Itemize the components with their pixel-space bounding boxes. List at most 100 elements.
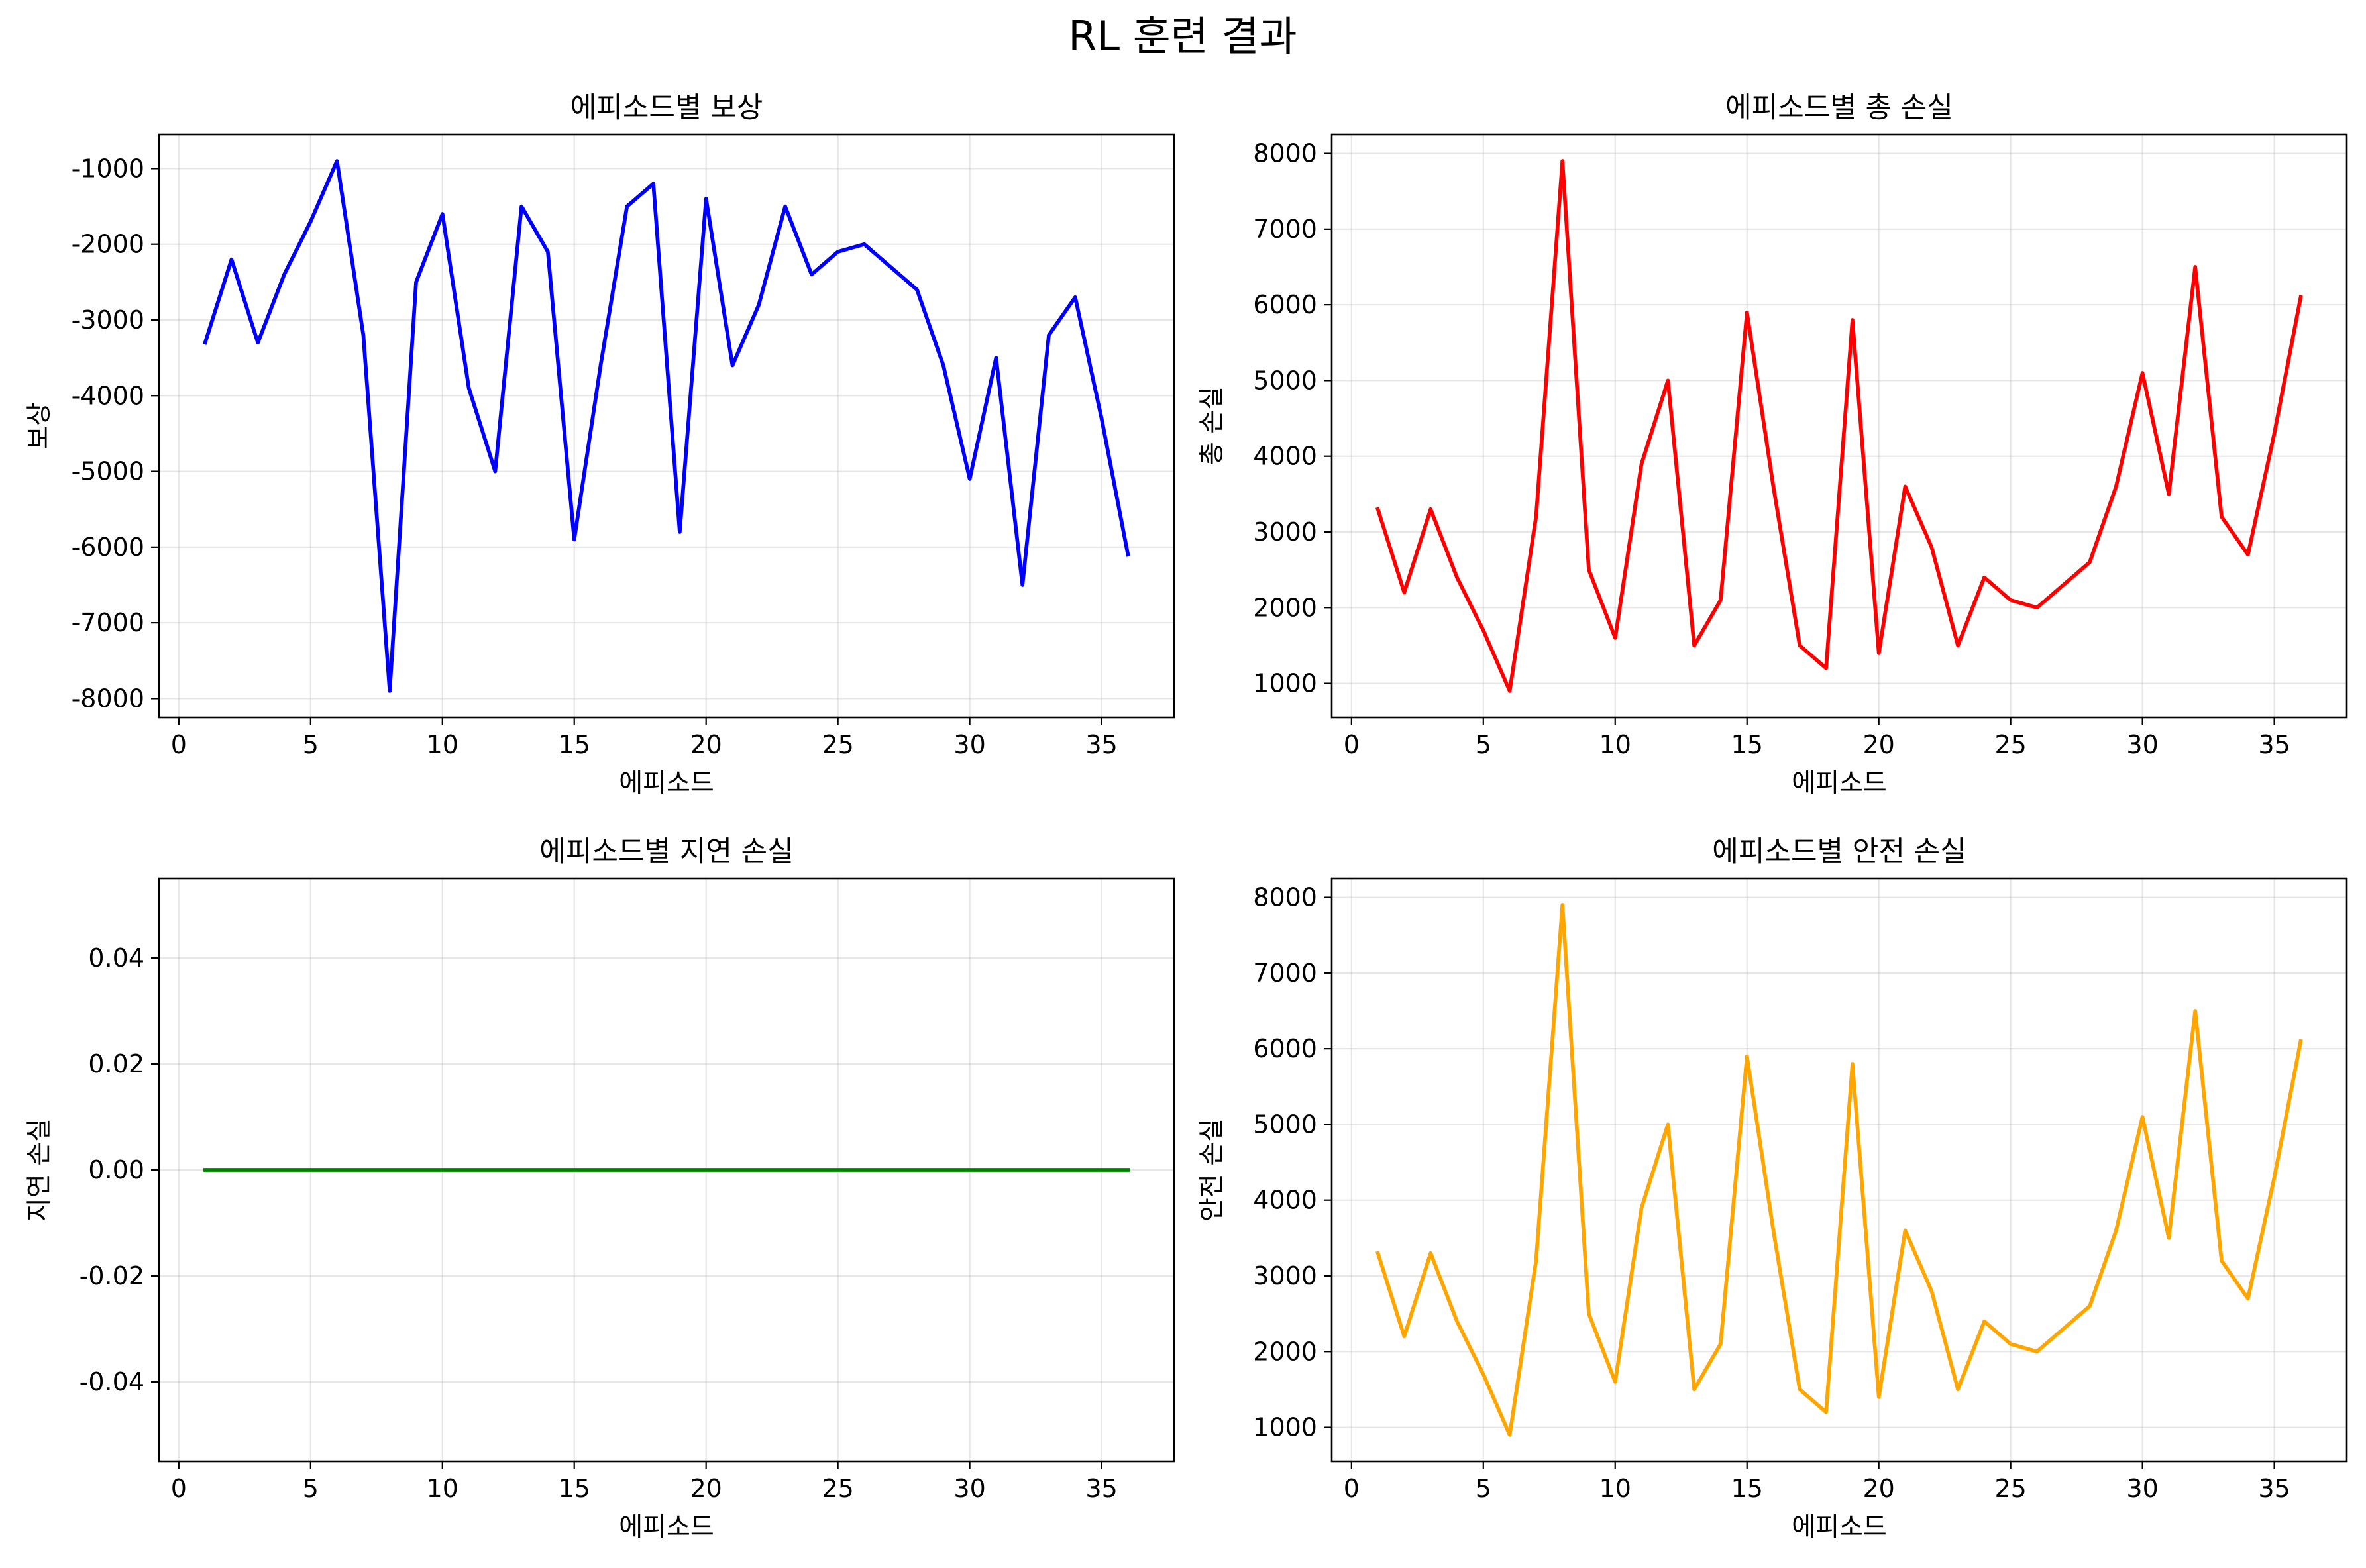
x-tick-label: 10 — [1599, 1474, 1631, 1503]
data-point — [1956, 1387, 1960, 1391]
data-point — [1613, 636, 1617, 640]
data-point — [388, 689, 392, 693]
data-point — [2246, 552, 2250, 556]
data-point — [2009, 1342, 2013, 1346]
x-tick-label: 35 — [2258, 730, 2290, 759]
chart-panel: 0 5 10 15 20 25 30 35 1000 2000 3000 4000 5000 6000 70… — [1197, 835, 2348, 1542]
data-point — [2114, 484, 2118, 488]
data-point — [836, 250, 840, 254]
data-point — [1455, 576, 1459, 580]
data-point — [1100, 417, 1104, 421]
y-tick-label: -8000 — [72, 684, 144, 713]
data-point — [2088, 1304, 2092, 1308]
data-point — [441, 212, 445, 216]
data-point — [1956, 643, 1960, 647]
data-point — [994, 356, 998, 360]
y-tick-label: 8000 — [1253, 139, 1317, 168]
data-point — [994, 1168, 998, 1172]
data-point — [1982, 576, 1986, 580]
data-point — [229, 258, 233, 262]
data-point — [862, 242, 866, 246]
data-point — [888, 265, 892, 269]
y-tick-label: 7000 — [1253, 215, 1317, 244]
data-point — [1929, 1289, 1933, 1293]
x-tick-label: 30 — [953, 730, 985, 759]
x-tick-label: 10 — [427, 1474, 458, 1503]
data-point — [1640, 1206, 1644, 1210]
data-point — [2273, 1175, 2277, 1179]
data-point — [1376, 507, 1380, 511]
data-point — [203, 340, 207, 344]
x-tick-label: 20 — [1863, 730, 1895, 759]
y-tick-label: 6000 — [1253, 290, 1317, 319]
data-point — [1481, 1373, 1485, 1377]
data-point — [203, 1168, 207, 1172]
data-point — [2220, 1259, 2224, 1263]
data-point — [888, 1168, 892, 1172]
y-tick-label: 0.00 — [88, 1155, 144, 1184]
x-tick-label: 30 — [2126, 730, 2158, 759]
data-point — [704, 197, 708, 201]
y-tick-label: 4000 — [1253, 1186, 1317, 1215]
data-point — [941, 1168, 945, 1172]
data-point — [467, 386, 471, 390]
y-tick-label: 5000 — [1253, 1110, 1317, 1139]
data-point — [915, 1168, 919, 1172]
data-point — [282, 1168, 286, 1172]
data-point — [1692, 643, 1696, 647]
data-point — [572, 537, 576, 541]
data-point — [651, 182, 655, 185]
data-point — [467, 1168, 471, 1172]
chart-panel: 0 5 10 15 20 25 30 35 -8000 -7000 -6000 -5000 -4000 -… — [25, 91, 1175, 798]
data-point — [519, 205, 523, 209]
y-tick-label: 1000 — [1253, 1413, 1317, 1442]
data-point — [1824, 1410, 1828, 1414]
data-point — [335, 1168, 339, 1172]
data-point — [757, 1168, 761, 1172]
x-tick-label: 5 — [1476, 1474, 1491, 1503]
data-point — [309, 1168, 313, 1172]
y-tick-label: 5000 — [1253, 366, 1317, 395]
data-point — [361, 1168, 365, 1172]
data-point — [282, 272, 286, 276]
x-tick-label: 10 — [427, 730, 458, 759]
y-tick-label: -0.04 — [80, 1367, 144, 1396]
data-point — [1745, 311, 1749, 315]
x-tick-label: 5 — [303, 730, 319, 759]
chart-title: 에피소드별 안전 손실 — [1712, 835, 1966, 868]
data-point — [1534, 515, 1538, 519]
y-axis-label: 보상 — [25, 402, 54, 450]
data-point — [862, 1168, 866, 1172]
y-tick-label: 8000 — [1253, 883, 1317, 912]
data-point — [1587, 1312, 1591, 1316]
data-point — [1047, 1168, 1051, 1172]
data-point — [2141, 1115, 2145, 1119]
data-point — [2141, 371, 2145, 375]
x-axis-label: 에피소드 — [1792, 768, 1887, 798]
data-point — [678, 530, 682, 534]
chart-title: 에피소드별 총 손실 — [1725, 91, 1953, 125]
data-point — [1587, 568, 1591, 572]
data-point — [2298, 295, 2302, 299]
data-point — [1692, 1387, 1696, 1391]
data-point — [1798, 643, 1801, 647]
y-tick-label: 2000 — [1253, 593, 1317, 622]
data-point — [256, 1168, 260, 1172]
data-point — [2273, 431, 2277, 435]
data-point — [1020, 583, 1024, 587]
data-point — [1428, 1251, 1432, 1255]
data-point — [783, 205, 787, 209]
data-point — [1613, 1380, 1617, 1384]
data-point — [2167, 492, 2171, 496]
data-point — [1073, 1168, 1077, 1172]
data-point — [2009, 598, 2013, 602]
data-point — [1100, 1168, 1104, 1172]
x-tick-label: 0 — [171, 730, 187, 759]
data-point — [2035, 605, 2039, 609]
y-axis-label: 지연 손실 — [25, 1118, 54, 1222]
y-tick-label: 4000 — [1253, 442, 1317, 471]
data-point — [783, 1168, 787, 1172]
y-tick-label: -0.02 — [80, 1261, 144, 1290]
data-point — [704, 1168, 708, 1172]
